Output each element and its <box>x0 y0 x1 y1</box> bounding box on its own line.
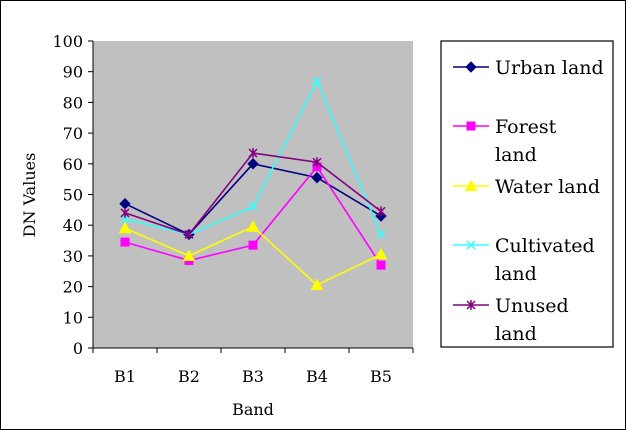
series-2 <box>118 220 388 291</box>
y-tick-label: 40 <box>63 216 83 235</box>
y-tick-label: 30 <box>63 247 83 266</box>
legend-entry: Unused land <box>453 295 569 345</box>
data-point <box>120 237 130 247</box>
y-tick-label: 70 <box>63 124 83 143</box>
data-point <box>248 240 258 250</box>
legend-marker <box>465 61 477 73</box>
legend-marker <box>464 179 478 191</box>
data-point <box>312 76 322 86</box>
y-tick-label: 10 <box>63 308 83 327</box>
x-axis-title: Band <box>232 400 274 419</box>
data-point <box>311 171 323 184</box>
y-axis: 0 10 20 30 40 50 60 70 80 90 100 <box>52 32 94 358</box>
data-point <box>246 220 260 232</box>
data-point <box>118 221 132 234</box>
legend-label: Unused land <box>495 295 569 345</box>
data-point <box>312 157 322 168</box>
legend-marker <box>466 121 476 131</box>
y-tick-label: 60 <box>63 155 83 174</box>
legend: Urban land Forest land Water land Cultivated… <box>440 40 614 348</box>
y-tick-label: 100 <box>52 32 83 51</box>
y-tick-label: 80 <box>63 93 83 112</box>
data-point <box>376 229 386 239</box>
y-tick-label: 50 <box>63 186 83 205</box>
legend-label: Cultivated land <box>495 235 595 285</box>
data-point <box>376 206 386 217</box>
y-tick-label: 20 <box>63 278 83 297</box>
legend-label: Forest land <box>495 116 557 166</box>
data-point <box>120 207 130 218</box>
x-tick-label: B4 <box>306 367 328 386</box>
y-axis-title: DN Values <box>20 153 39 238</box>
legend-entry: Water land <box>453 176 600 198</box>
legend-entry: Urban land <box>453 57 604 79</box>
x-tick-label: B3 <box>242 367 264 386</box>
legend-label: Water land <box>495 176 600 198</box>
x-tick-label: B5 <box>370 367 392 386</box>
legend-entry: Forest land <box>453 116 557 166</box>
data-point <box>247 158 259 170</box>
data-point <box>374 247 388 260</box>
series-4 <box>120 148 386 240</box>
x-tick-label: B2 <box>178 367 200 386</box>
data-point <box>182 249 196 261</box>
legend-marker <box>466 240 476 250</box>
data-point <box>184 229 194 240</box>
series-3 <box>120 76 386 239</box>
y-tick-label: 90 <box>63 63 83 82</box>
legend-box <box>440 40 614 348</box>
legend-label: Urban land <box>495 57 604 79</box>
data-point <box>376 260 386 270</box>
legend-marker <box>466 300 476 310</box>
series-layer <box>118 76 388 291</box>
x-axis: B1 B2 B3 B4 B5 <box>92 347 414 386</box>
x-tick-label: B1 <box>114 367 136 386</box>
data-point <box>248 202 258 212</box>
y-tick-label: 0 <box>73 339 83 358</box>
data-point <box>310 278 324 291</box>
data-point <box>248 148 258 159</box>
legend-entry: Cultivated land <box>453 235 595 285</box>
